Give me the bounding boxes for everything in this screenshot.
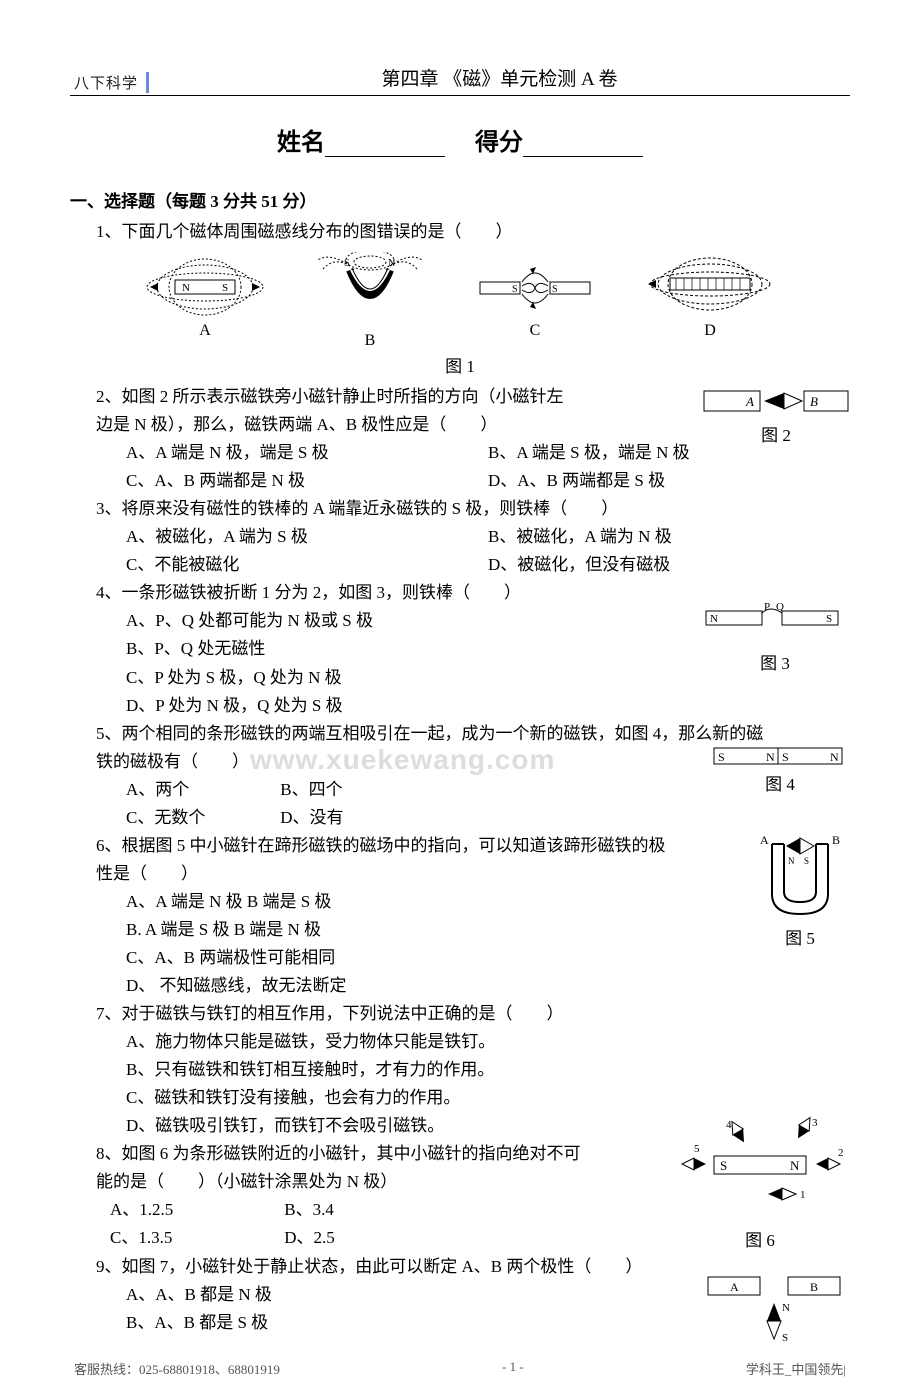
q3-stem: 3、将原来没有磁性的铁棒的 A 端靠近永磁铁的 S 极，则铁棒（ ） <box>70 495 850 523</box>
q8-line2: 能的是（ ）（小磁针涂黑处为 N 极） <box>70 1168 850 1196</box>
q6-opt-d: D、 不知磁感线，故无法断定 <box>70 972 850 1000</box>
header-subject: 八下科学 <box>70 72 149 93</box>
section-1-title: 一、选择题（每题 3 分共 51 分） <box>70 187 850 212</box>
page-footer: 客服热线：025-68801918、68801919 - 1 - 学科王_中国领… <box>70 1359 850 1378</box>
q7-opt-b: B、只有磁铁和铁钉相互接触时，才有力的作用。 <box>70 1056 850 1084</box>
svg-text:3: 3 <box>812 1117 818 1129</box>
name-blank[interactable] <box>325 134 445 157</box>
q7-opt-a: A、施力物体只能是磁铁，受力物体只能是铁钉。 <box>70 1028 850 1056</box>
footer-page-number: - 1 - <box>502 1359 524 1378</box>
q6-opt-c: C、A、B 两端极性可能相同 <box>70 944 850 972</box>
q2-line1: 2、如图 2 所示表示磁铁旁小磁针静止时所指的方向（小磁针左 <box>70 383 850 411</box>
q6-line2: 性是（ ） <box>70 860 850 888</box>
q2-opts-row2: C、A、B 两端都是 N 极 D、A、B 两端都是 S 极 <box>70 467 850 495</box>
q6-line1: 6、根据图 5 中小磁针在蹄形磁铁的磁场中的指向，可以知道该蹄形磁铁的极 <box>70 832 850 860</box>
q8-opts-row2: C、1.3.5 D、2.5 <box>70 1224 850 1252</box>
page-header: 八下科学 第四章 《磁》单元检测 A 卷 <box>70 64 850 96</box>
q2-opts-row1: A、A 端是 N 极，端是 S 极 B、A 端是 S 极，端是 N 极 <box>70 439 850 467</box>
footer-right: 学科王_中国领先| <box>746 1359 846 1378</box>
q8-opt-c: C、1.3.5 <box>110 1224 280 1252</box>
q3-opts-row2: C、不能被磁化 D、被磁化，但没有磁极 <box>70 551 850 579</box>
q1-fig-c: S S C <box>470 252 600 350</box>
q1-opt-d: D <box>640 322 780 340</box>
q3-opt-a: A、被磁化，A 端为 S 极 <box>126 523 488 551</box>
name-score-line: 姓名 得分 <box>70 122 850 157</box>
q1-fig-d: D <box>640 252 780 350</box>
q8-opt-d: D、2.5 <box>284 1228 335 1247</box>
q4-opt-b: B、P、Q 处无磁性 <box>70 635 850 663</box>
q9-stem: 9、如图 7，小磁针处于静止状态，由此可以断定 A、B 两个极性（ ） <box>70 1253 850 1281</box>
svg-text:S: S <box>512 284 518 295</box>
q1-fig-caption: 图 1 <box>70 352 850 377</box>
score-label: 得分 <box>475 130 523 156</box>
q3-opt-d: D、被磁化，但没有磁极 <box>488 551 850 579</box>
q2-opt-b: B、A 端是 S 极，端是 N 极 <box>488 439 850 467</box>
q7-opt-c: C、磁铁和铁钉没有接触，也会有力的作用。 <box>70 1084 850 1112</box>
q5-line2: 铁的磁极有（ ） <box>70 748 850 776</box>
q5-opt-a: A、两个 <box>126 776 276 804</box>
q3-opts-row1: A、被磁化，A 端为 S 极 B、被磁化，A 端为 N 极 <box>70 523 850 551</box>
q1-opt-c: C <box>470 322 600 340</box>
q4-stem: 4、一条形磁铁被折断 1 分为 2，如图 3，则铁棒（ ） <box>70 579 850 607</box>
q6-opt-b: B. A 端是 S 极 B 端是 N 极 <box>70 916 850 944</box>
name-label: 姓名 <box>277 130 325 156</box>
q2-line2: 边是 N 极），那么，磁铁两端 A、B 极性应是（ ） <box>70 411 850 439</box>
q4-opt-c: C、P 处为 S 极，Q 处为 N 极 <box>70 664 850 692</box>
svg-text:S: S <box>552 284 558 295</box>
q4-opt-a: A、P、Q 处都可能为 N 极或 S 极 <box>70 607 850 635</box>
q9-opt-b: B、A、B 都是 S 极 <box>70 1309 850 1337</box>
svg-text:4: 4 <box>726 1119 732 1131</box>
q2-opt-a: A、A 端是 N 极，端是 S 极 <box>126 439 488 467</box>
q5-opt-b: B、四个 <box>280 780 342 799</box>
q1-opt-a: A <box>140 322 270 340</box>
q1-fig-b: S N B <box>310 252 430 350</box>
q1-stem: 1、下面几个磁体周围磁感线分布的图错误的是（ ） <box>70 218 850 246</box>
q5-opts-row1: A、两个 B、四个 <box>70 776 850 804</box>
svg-text:N: N <box>182 282 190 294</box>
q2-opt-d: D、A、B 两端都是 S 极 <box>488 467 850 495</box>
footer-left: 客服热线：025-68801918、68801919 <box>74 1359 280 1378</box>
q6-opt-a: A、A 端是 N 极 B 端是 S 极 <box>70 888 850 916</box>
q5-opt-c: C、无数个 <box>126 804 276 832</box>
q9-opt-a: A、A、B 都是 N 极 <box>70 1281 850 1309</box>
q1-opt-b: B <box>310 332 430 350</box>
q3-opt-b: B、被磁化，A 端为 N 极 <box>488 523 850 551</box>
q8-opt-a: A、1.2.5 <box>110 1196 280 1224</box>
score-blank[interactable] <box>523 134 643 157</box>
svg-text:S: S <box>222 282 228 294</box>
q8-opt-b: B、3.4 <box>284 1200 334 1219</box>
q5-opts-row2: C、无数个 D、没有 <box>70 804 850 832</box>
header-title: 第四章 《磁》单元检测 A 卷 <box>149 64 850 93</box>
q3-opt-c: C、不能被磁化 <box>126 551 488 579</box>
q5-opt-d: D、没有 <box>280 808 343 827</box>
q7-stem: 7、对于磁铁与铁钉的相互作用，下列说法中正确的是（ ） <box>70 1000 850 1028</box>
q5-line1: 5、两个相同的条形磁铁的两端互相吸引在一起，成为一个新的磁铁，如图 4，那么新的… <box>70 720 850 748</box>
q1-figure-row: N S A S N <box>70 252 850 350</box>
q4-opt-d: D、P 处为 N 极，Q 处为 S 极 <box>70 692 850 720</box>
q8-opts-row1: A、1.2.5 B、3.4 <box>70 1196 850 1224</box>
q8-line1: 8、如图 6 为条形磁铁附近的小磁针，其中小磁针的指向绝对不可 <box>70 1140 850 1168</box>
q1-fig-a: N S A <box>140 252 270 350</box>
q2-opt-c: C、A、B 两端都是 N 极 <box>126 467 488 495</box>
